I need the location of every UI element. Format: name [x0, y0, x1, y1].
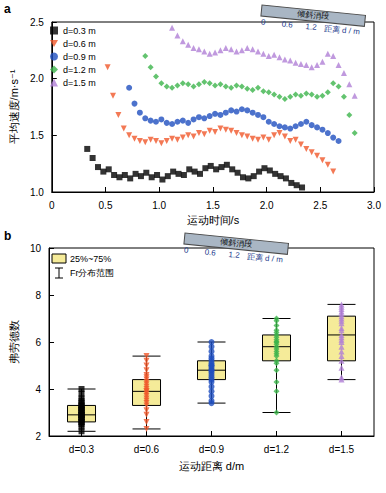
svg-text:0.5: 0.5	[99, 200, 113, 211]
svg-text:a: a	[4, 2, 11, 16]
svg-text:2.0: 2.0	[30, 73, 44, 84]
svg-text:d=1.2 m: d=1.2 m	[63, 65, 96, 75]
svg-text:d=1.5: d=1.5	[329, 444, 355, 455]
svg-text:4: 4	[35, 384, 41, 395]
svg-text:d=0.3 m: d=0.3 m	[63, 26, 96, 36]
svg-text:2.5: 2.5	[313, 200, 327, 211]
svg-text:3.0: 3.0	[367, 200, 381, 211]
svg-text:运动时间/s: 运动时间/s	[187, 214, 240, 226]
svg-text:1.2: 1.2	[228, 250, 241, 260]
svg-text:d=1.5 m: d=1.5 m	[63, 78, 96, 88]
svg-text:2.0: 2.0	[260, 200, 274, 211]
svg-text:0: 0	[261, 18, 267, 27]
svg-text:倾斜消段: 倾斜消段	[220, 237, 253, 249]
svg-text:d=0.9 m: d=0.9 m	[63, 52, 96, 62]
svg-text:0.6: 0.6	[204, 248, 217, 258]
svg-text:0.6: 0.6	[281, 20, 294, 30]
svg-text:距离 d / m: 距离 d / m	[324, 24, 361, 37]
svg-text:1.5: 1.5	[30, 130, 44, 141]
svg-text:d=1.2: d=1.2	[264, 444, 290, 455]
svg-text:d=0.6: d=0.6	[134, 444, 160, 455]
svg-text:平均速度/m·s⁻¹: 平均速度/m·s⁻¹	[8, 69, 20, 144]
svg-text:1.5: 1.5	[206, 200, 220, 211]
svg-text:1.0: 1.0	[30, 187, 44, 198]
svg-text:距离 d / m: 距离 d / m	[247, 252, 284, 265]
svg-text:倾斜消段: 倾斜消段	[297, 9, 330, 21]
svg-text:弗劳德数: 弗劳德数	[8, 320, 20, 364]
svg-text:6: 6	[35, 337, 41, 348]
svg-text:Fr分布范围: Fr分布范围	[70, 268, 115, 278]
svg-text:25%~75%: 25%~75%	[70, 254, 111, 264]
svg-text:d=0.9: d=0.9	[199, 444, 225, 455]
svg-text:10: 10	[30, 243, 42, 254]
svg-text:1.0: 1.0	[152, 200, 166, 211]
svg-text:1.2: 1.2	[305, 22, 318, 32]
svg-text:d=0.6 m: d=0.6 m	[63, 39, 96, 49]
svg-text:d=0.3: d=0.3	[69, 444, 95, 455]
svg-text:2: 2	[35, 431, 41, 442]
svg-text:0: 0	[184, 246, 190, 255]
svg-text:b: b	[4, 229, 11, 243]
svg-text:运动距离 d/m: 运动距离 d/m	[179, 460, 244, 472]
svg-text:2.5: 2.5	[30, 17, 44, 28]
svg-text:8: 8	[35, 290, 41, 301]
svg-text:0: 0	[49, 200, 55, 211]
